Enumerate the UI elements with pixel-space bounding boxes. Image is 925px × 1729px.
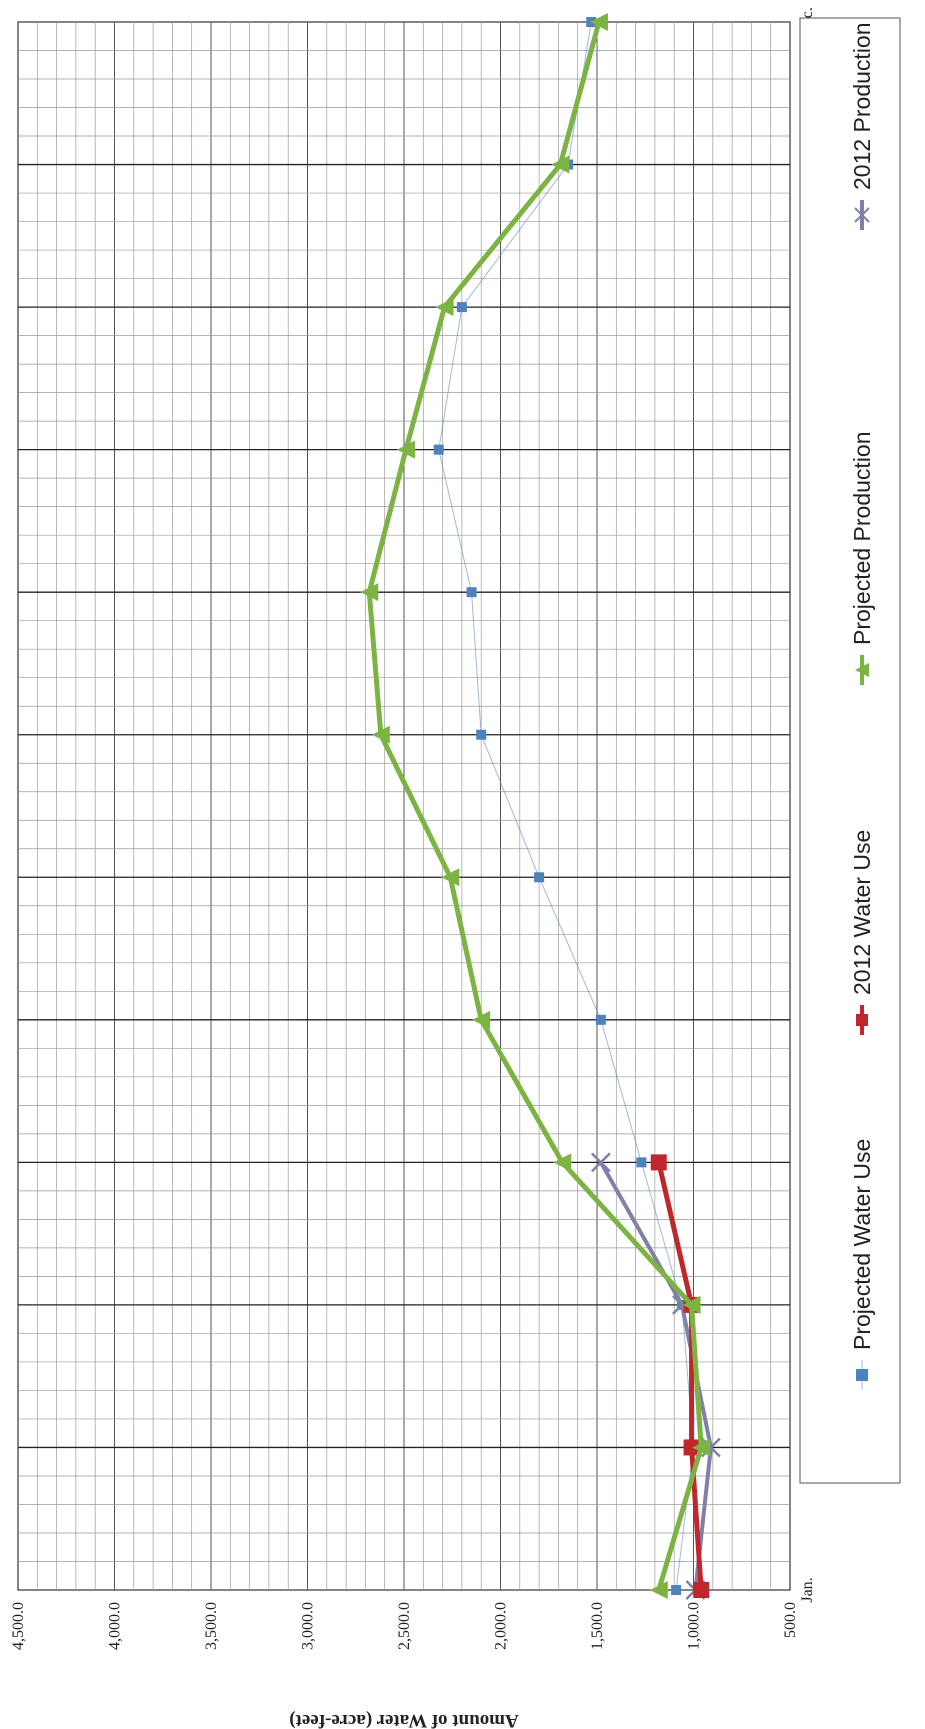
value-tick-label: 2,500.0 <box>396 1602 413 1650</box>
data-point-triangle <box>682 1295 701 1314</box>
value-tick-label: 4,000.0 <box>107 1602 124 1650</box>
legend-swatch-marker <box>856 1014 868 1026</box>
data-point-square <box>433 444 444 455</box>
value-axis-title: Amount of Water (acre-feet) <box>289 1710 519 1729</box>
data-point-square <box>693 1582 710 1598</box>
data-point-square <box>476 729 487 740</box>
data-point-triangle <box>692 1438 711 1457</box>
value-tick-label: 1,000.0 <box>686 1602 703 1650</box>
data-point-x <box>590 1152 611 1173</box>
legend-box <box>799 17 901 1484</box>
legend-label: 2012 Water Use <box>849 830 875 995</box>
data-point-triangle <box>396 440 415 459</box>
data-point-square <box>456 302 467 313</box>
legend-label: 2012 Production <box>849 22 875 190</box>
data-point-triangle <box>441 868 460 887</box>
legend-swatch-marker <box>855 663 869 677</box>
data-point-square <box>466 587 477 598</box>
value-tick-label: 4,500.0 <box>10 1602 27 1650</box>
data-point-square <box>683 1439 700 1456</box>
legend-item: Projected Production <box>849 431 875 685</box>
data-point-triangle <box>371 725 390 744</box>
month-tick-label: Jan. <box>799 1577 816 1602</box>
data-point-triangle <box>435 298 454 317</box>
data-point-square <box>534 872 545 883</box>
data-point-triangle <box>472 1010 491 1029</box>
value-tick-label: 3,000.0 <box>300 1602 317 1650</box>
data-point-square <box>595 1014 606 1025</box>
legend-label: Projected Water Use <box>849 1139 875 1350</box>
data-point-triangle <box>360 583 379 602</box>
series-line <box>656 1161 704 1591</box>
legend-item: 2012 Water Use <box>849 830 875 1035</box>
data-point-triangle <box>649 1581 668 1599</box>
legend-swatch-marker <box>854 207 870 223</box>
data-point-square <box>650 1154 667 1171</box>
legend-item: Projected Water Use <box>849 1139 875 1390</box>
data-point-triangle <box>553 1153 572 1172</box>
legend-item: 2012 Production <box>849 22 875 230</box>
value-tick-label: 1,500.0 <box>589 1602 606 1650</box>
series-line <box>438 21 694 1591</box>
value-tick-label: 500.0 <box>782 1602 799 1638</box>
legend: Projected Water Use 2012 Water Use Project… <box>799 17 901 1484</box>
data-point-square <box>671 1585 682 1595</box>
data-point-triangle <box>551 155 570 174</box>
series-line <box>366 21 704 1591</box>
value-tick-label: 3,500.0 <box>203 1602 220 1650</box>
legend-label: Projected Production <box>849 431 875 645</box>
legend-swatch-marker <box>856 1369 868 1381</box>
data-point-triangle <box>589 13 608 31</box>
value-tick-label: 2,000.0 <box>493 1602 510 1650</box>
data-point-square <box>636 1157 647 1168</box>
